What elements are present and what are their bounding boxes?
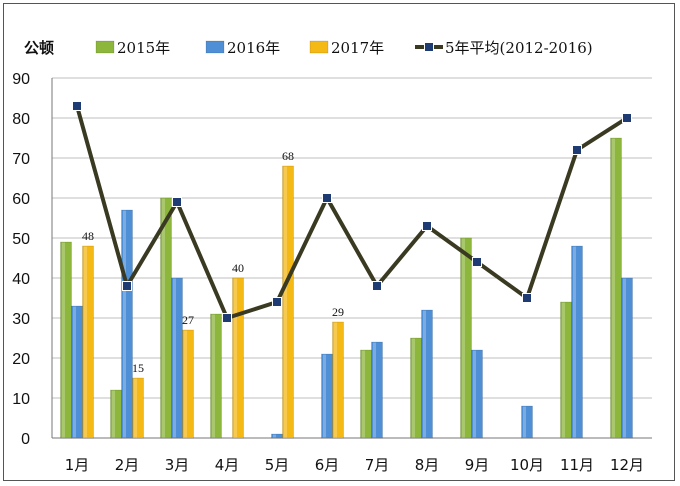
legend-swatch-marker bbox=[424, 42, 434, 52]
x-tick-label: 11月 bbox=[560, 456, 594, 474]
bar-highlight bbox=[273, 434, 276, 438]
y-tick-label: 90 bbox=[12, 71, 30, 88]
data-label-2017-1: 48 bbox=[82, 229, 94, 243]
y-tick-label: 70 bbox=[12, 151, 30, 168]
bar-2017-3 bbox=[182, 329, 194, 439]
bar-highlight bbox=[73, 306, 76, 438]
line-marker-3 bbox=[172, 197, 182, 207]
line-marker-11 bbox=[572, 145, 582, 155]
data-label-2017-5: 68 bbox=[282, 149, 294, 163]
axes: 0 10 20 30 40 50 60 70 80 90 1月 2月 3月 4月 5月 6月 7月 8月 9月 10月… bbox=[12, 71, 652, 474]
data-label-2017-6: 29 bbox=[332, 305, 344, 319]
legend-swatch-2016 bbox=[205, 40, 225, 54]
bar-highlight bbox=[523, 406, 526, 438]
line-marker-7 bbox=[372, 281, 382, 291]
x-tick-label: 10月 bbox=[510, 456, 544, 474]
bar-highlight bbox=[612, 138, 615, 438]
bar-2017-2 bbox=[132, 377, 144, 439]
y-tick-label: 0 bbox=[21, 431, 30, 448]
legend: 公顿 2015年 2016年 2017年 5年平均(2012-2016) bbox=[24, 39, 593, 57]
bar-2016-7 bbox=[371, 341, 383, 439]
bar-highlight bbox=[373, 342, 376, 438]
line-marker-9 bbox=[472, 257, 482, 267]
bar-2016-10 bbox=[521, 405, 533, 439]
legend-label-5-2012-2016: 5年平均(2012-2016) bbox=[445, 39, 593, 57]
y-tick-label: 50 bbox=[12, 231, 30, 248]
x-tick-label: 9月 bbox=[465, 456, 490, 474]
bar-highlight bbox=[184, 330, 187, 438]
y-tick-label: 40 bbox=[12, 271, 30, 288]
legend-label-2016: 2016年 bbox=[227, 39, 280, 57]
bar-2016-11 bbox=[571, 245, 583, 439]
bar-highlight bbox=[462, 238, 465, 438]
bar-2016-8 bbox=[421, 309, 433, 439]
line-marker-10 bbox=[522, 293, 532, 303]
bar-highlight bbox=[112, 390, 115, 438]
line-marker-5 bbox=[272, 297, 282, 307]
bar-highlight bbox=[284, 166, 287, 438]
bar-highlight bbox=[573, 246, 576, 438]
bar-2017-6 bbox=[332, 321, 344, 439]
x-tick-label: 12月 bbox=[610, 456, 644, 474]
y-tick-label: 30 bbox=[12, 311, 30, 328]
bar-highlight bbox=[323, 354, 326, 438]
legend-swatch-2017 bbox=[309, 40, 329, 54]
bar-2017-5 bbox=[282, 165, 294, 439]
line-marker-8 bbox=[422, 221, 432, 231]
line-marker-6 bbox=[322, 193, 332, 203]
bar-2016-2 bbox=[121, 209, 133, 439]
bar-2016-9 bbox=[471, 349, 483, 439]
grid bbox=[52, 77, 652, 399]
bar-highlight bbox=[134, 378, 137, 438]
legend-label-2017: 2017年 bbox=[331, 39, 384, 57]
bar-highlight bbox=[473, 350, 476, 438]
bar-highlight bbox=[334, 322, 337, 438]
bar-highlight bbox=[212, 314, 215, 438]
line-marker-1 bbox=[72, 101, 82, 111]
data-label-2017-4: 40 bbox=[232, 261, 244, 275]
line-5-2012-2016 bbox=[75, 105, 629, 320]
bar-2017-4 bbox=[232, 277, 244, 439]
bar-highlight bbox=[423, 310, 426, 438]
unit-label: 公顿 bbox=[24, 39, 54, 57]
bar-highlight bbox=[234, 278, 237, 438]
average-line bbox=[72, 101, 632, 323]
x-tick-label: 3月 bbox=[165, 456, 190, 474]
bar-highlight bbox=[412, 338, 415, 438]
data-label-2017-2: 15 bbox=[132, 361, 144, 375]
x-tick-label: 5月 bbox=[265, 456, 290, 474]
x-tick-label: 8月 bbox=[415, 456, 440, 474]
bar-2015-9 bbox=[460, 237, 472, 439]
bar-highlight bbox=[562, 302, 565, 438]
y-tick-label: 10 bbox=[12, 391, 30, 408]
bar-2015-4 bbox=[210, 313, 222, 439]
x-tick-label: 2月 bbox=[115, 456, 140, 474]
x-tick-label: 6月 bbox=[315, 456, 340, 474]
line-marker-4 bbox=[222, 313, 232, 323]
bar-2017-1 bbox=[82, 245, 94, 439]
bar-highlight bbox=[162, 198, 165, 438]
line-marker-2 bbox=[122, 281, 132, 291]
y-tick-label: 80 bbox=[12, 111, 30, 128]
data-labels: 48 15 27 40 68 29 bbox=[82, 149, 344, 375]
bar-highlight bbox=[173, 278, 176, 438]
bar-highlight bbox=[84, 246, 87, 438]
y-tick-label: 20 bbox=[12, 351, 30, 368]
y-tick-label: 60 bbox=[12, 191, 30, 208]
legend-swatch-2015 bbox=[95, 40, 115, 54]
bar-highlight bbox=[123, 210, 126, 438]
x-tick-label: 4月 bbox=[215, 456, 240, 474]
x-tick-label: 7月 bbox=[365, 456, 390, 474]
bar-highlight bbox=[62, 242, 65, 438]
bar-2016-12 bbox=[621, 277, 633, 439]
line-marker-12 bbox=[622, 113, 632, 123]
data-label-2017-3: 27 bbox=[182, 313, 194, 327]
bar-highlight bbox=[362, 350, 365, 438]
bar-highlight bbox=[623, 278, 626, 438]
x-tick-label: 1月 bbox=[65, 456, 90, 474]
bars bbox=[60, 137, 633, 439]
legend-label-2015: 2015年 bbox=[117, 39, 170, 57]
